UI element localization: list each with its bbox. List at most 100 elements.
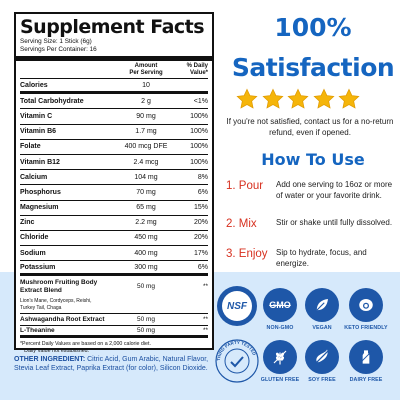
nutrient-dv: 100%: [190, 112, 208, 120]
nutrient-name: Vitamin B6: [20, 128, 57, 136]
dv-header-line-2: Value*: [189, 69, 208, 76]
milk-bottle-icon: [349, 340, 383, 374]
nutrient-name: Total Carbohydrate: [20, 97, 84, 105]
satisfaction-heading: Satisfaction: [231, 53, 395, 82]
nutrient-name: Magnesium: [20, 204, 59, 212]
nutrient-name: Sodium: [20, 249, 46, 257]
step-label: 2. Mix: [226, 218, 257, 230]
extract-dv: **: [202, 327, 208, 335]
amount-header-line-1: Amount: [134, 63, 158, 69]
amount-header: Amount Per Serving: [120, 63, 172, 76]
supplement-facts-title: Supplement Facts: [20, 16, 205, 38]
footnote-not-established: **Daily Value not established.: [20, 347, 90, 354]
other-ingredients: OTHER INGREDIENT: Citric Acid, Gum Arabi…: [14, 355, 219, 373]
soy-icon: [305, 340, 339, 374]
nutrient-dv: <1%: [193, 97, 208, 105]
nutrient-dv: 100%: [190, 158, 208, 166]
keto-icon: [349, 288, 383, 322]
nutrient-dv: 20%: [193, 234, 208, 242]
wheat-icon: [263, 340, 297, 374]
nutrient-name: Calories: [20, 81, 48, 89]
soy-free-caption: SOY FREE: [308, 377, 336, 383]
extract-amount: 50 mg: [136, 316, 156, 324]
nutrient-dv: 15%: [193, 204, 208, 212]
soy-free-badge: SOY FREE: [300, 340, 344, 383]
nutrient-amount: 65 mg: [136, 204, 156, 212]
extract-name: L-Theanine: [20, 327, 55, 335]
nutrient-amount: 400 mcg DFE: [124, 143, 168, 151]
refund-guarantee: If you're not satisfied, contact us for …: [226, 117, 394, 137]
nutrient-amount: 2.2 mg: [135, 219, 157, 227]
nutrient-name: Folate: [20, 143, 41, 151]
nutrient-amount: 10: [142, 81, 150, 89]
nutrient-row: Total Carbohydrate 2 g <1%: [20, 94, 208, 110]
step-description: Add one serving to 16oz or more of water…: [276, 180, 393, 200]
nutrient-amount: 400 mg: [134, 249, 158, 257]
nutrient-amount: 450 mg: [134, 234, 158, 242]
satisfaction-percent: 100%: [274, 13, 352, 42]
star-icon: [261, 88, 284, 109]
rating-stars: [236, 88, 360, 112]
nutrient-row: Phosphorus 70 mg 6%: [20, 185, 208, 201]
keto-caption: KETO FRIENDLY: [344, 325, 388, 331]
non-gmo-logo: GMO: [269, 300, 291, 310]
gluten-free-caption: GLUTEN FREE: [260, 377, 300, 383]
supplement-facts-panel: Supplement Facts Serving Size: 1 Stick (…: [14, 12, 214, 354]
vegan-leaf-icon: [305, 288, 339, 322]
non-gmo-badge: GMO NON-GMO: [258, 288, 302, 331]
step-label: 3. Enjoy: [226, 248, 268, 260]
nsf-logo-text: NSF: [222, 291, 252, 321]
footnote-daily-value: *Percent Daily Values are based on a 2,0…: [20, 341, 151, 348]
amount-header-line-2: Per Serving: [129, 69, 163, 76]
dv-header: % Daily Value*: [172, 63, 208, 76]
facts-header-row: Amount Per Serving % Daily Value*: [20, 61, 208, 79]
non-gmo-icon: GMO: [263, 288, 297, 322]
dv-header-line-1: % Daily: [186, 63, 208, 69]
nutrient-row: Vitamin C 90 mg 100%: [20, 109, 208, 125]
how-to-use-heading: How To Use: [261, 150, 365, 169]
nutrient-row: Folate 400 mcg DFE 100%: [20, 140, 208, 155]
dairy-free-caption: DAIRY FREE: [349, 377, 383, 383]
non-gmo-caption: NON-GMO: [266, 325, 294, 331]
nutrient-dv: 6%: [197, 188, 208, 196]
third-party-seal-text: THIRD PARTY TESTED: [216, 340, 257, 361]
servings-per-container: Servings Per Container: 16: [20, 46, 97, 53]
step-mix: 2. Mix Stir or shake until fully dissolv…: [226, 218, 400, 231]
other-ingredients-text: Citric Acid, Gum Arabic, Natural Flavor,…: [14, 356, 209, 372]
nutrient-dv: 100%: [190, 143, 208, 151]
nutrient-row: Potassium 300 mg 6%: [20, 261, 208, 277]
step-pour: 1. Pour Add one serving to 16oz or more …: [226, 180, 400, 201]
dairy-free-badge: DAIRY FREE: [344, 340, 388, 383]
nutrient-row: Magnesium 65 mg 15%: [20, 201, 208, 216]
extract-row: Ashwagandha Root Extract 50 mg **: [20, 314, 208, 327]
mushroom-blend-row: Mushroom Fruiting Body Extract Blend 50 …: [20, 276, 208, 315]
nutrient-row: Zinc 2.2 mg 20%: [20, 216, 208, 231]
nutrient-dv: 100%: [190, 128, 208, 136]
nutrient-row: Calories 10: [20, 79, 208, 95]
blend-amount: 50 mg: [136, 283, 156, 291]
step-description: Sip to hydrate, focus, and energize.: [276, 248, 367, 268]
nutrient-name: Zinc: [20, 219, 35, 227]
nutrient-amount: 2 g: [141, 97, 151, 105]
extract-name: Ashwagandha Root Extract: [20, 316, 105, 324]
nutrient-row: Sodium 400 mg 17%: [20, 246, 208, 262]
nutrient-dv: 6%: [197, 263, 208, 271]
nutrient-name: Calcium: [20, 173, 48, 181]
extract-dv: **: [202, 316, 208, 324]
step-enjoy: 3. Enjoy Sip to hydrate, focus, and ener…: [226, 248, 400, 269]
svg-text:THIRD PARTY TESTED: THIRD PARTY TESTED: [216, 340, 257, 361]
blend-dv: **: [202, 283, 208, 291]
star-icon: [287, 88, 309, 109]
nutrient-name: Phosphorus: [20, 188, 61, 196]
nutrient-amount: 90 mg: [136, 112, 156, 120]
nutrient-amount: 70 mg: [136, 188, 156, 196]
star-icon: [338, 88, 360, 109]
nutrient-name: Vitamin B12: [20, 158, 60, 166]
blend-name: Mushroom Fruiting Body Extract Blend: [20, 279, 98, 294]
star-icon: [312, 88, 335, 109]
vegan-badge: VEGAN: [300, 288, 344, 331]
star-icon: [236, 88, 258, 109]
step-label: 1. Pour: [226, 180, 264, 192]
other-ingredients-label: OTHER INGREDIENT:: [14, 356, 86, 363]
nutrient-amount: 300 mg: [134, 263, 158, 271]
